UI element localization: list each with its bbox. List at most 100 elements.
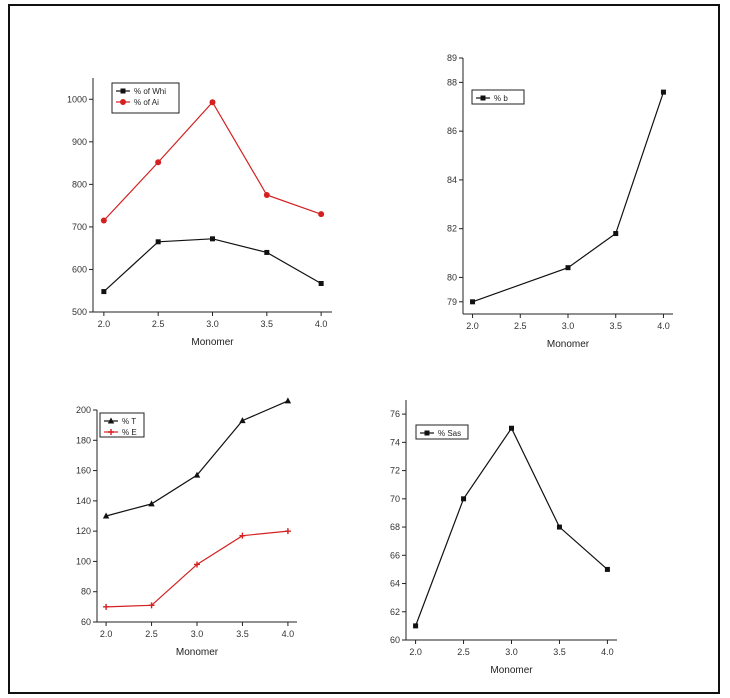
x-tick-label: 2.5: [457, 647, 470, 657]
data-point: [470, 299, 476, 305]
y-tick-label: 84: [447, 175, 457, 185]
y-tick-label: 120: [76, 526, 91, 536]
y-tick-label: 180: [76, 435, 91, 445]
x-tick-label: 3.0: [562, 321, 575, 331]
data-point: [660, 89, 666, 95]
x-tick-label: 3.0: [505, 647, 518, 657]
y-tick-label: 86: [447, 126, 457, 136]
data-point: [413, 623, 419, 629]
y-tick-label: 900: [72, 137, 87, 147]
y-tick-label: 600: [72, 264, 87, 274]
legend-label: % T: [122, 417, 136, 426]
data-point: [193, 471, 201, 478]
y-tick-label: 80: [81, 587, 91, 597]
y-tick-label: 79: [447, 297, 457, 307]
y-tick-label: 88: [447, 77, 457, 87]
series-line-1: [472, 91, 665, 303]
data-point: [103, 603, 110, 610]
x-tick-label: 2.0: [98, 319, 111, 329]
x-tick-label: 2.5: [152, 319, 165, 329]
x-tick-label: 4.0: [315, 319, 328, 329]
data-point: [148, 602, 155, 609]
series-line-2: [106, 530, 288, 608]
data-point: [318, 280, 324, 286]
x-tick-label: 3.5: [261, 319, 274, 329]
y-tick-label: 72: [390, 466, 400, 476]
x-tick-label: 2.0: [466, 321, 479, 331]
y-tick-label: 500: [72, 307, 87, 317]
figure-frame: [8, 4, 720, 694]
y-tick-label: 89: [447, 53, 457, 63]
data-point: [239, 532, 246, 539]
legend-marker: [424, 430, 430, 436]
data-point: [100, 217, 107, 224]
y-tick-label: 200: [76, 405, 91, 415]
legend-marker: [107, 417, 115, 424]
data-point: [318, 211, 325, 218]
y-tick-label: 800: [72, 179, 87, 189]
y-tick-label: 68: [390, 522, 400, 532]
chart-panel-1: 2.0 2.5 3.0 3.5 4.0 500 600 700 800 900 1000 Monome…: [67, 78, 332, 348]
data-point: [604, 566, 610, 572]
legend-label: % of Whi: [134, 87, 166, 96]
legend-marker: [120, 88, 126, 94]
legend: [99, 412, 145, 438]
x-tick-label: 2.0: [409, 647, 422, 657]
data-point: [284, 528, 291, 535]
x-tick-label: 2.0: [100, 629, 113, 639]
y-tick-label: 70: [390, 494, 400, 504]
data-point: [194, 561, 200, 568]
y-tick-label: 62: [390, 607, 400, 617]
legend-marker: [120, 99, 126, 105]
y-tick-label: 100: [76, 556, 91, 566]
y-tick-label: 60: [81, 617, 91, 627]
data-point: [209, 99, 216, 106]
data-point: [101, 289, 107, 295]
legend-label: % E: [122, 428, 137, 437]
y-tick-label: 140: [76, 496, 91, 506]
data-point: [239, 417, 246, 424]
legend: [111, 82, 180, 114]
x-tick-label: 3.5: [236, 629, 249, 639]
legend-label: % Sas: [438, 429, 461, 438]
y-tick-label: 60: [390, 635, 400, 645]
series-line-2: [103, 101, 322, 221]
legend-marker: [108, 429, 114, 435]
legend-label: % b: [494, 94, 508, 103]
series-line-1: [415, 427, 608, 627]
data-point: [210, 236, 215, 242]
x-tick-label: 3.0: [191, 629, 204, 639]
x-axis-title: Monomer: [490, 665, 533, 676]
x-tick-label: 3.5: [609, 321, 622, 331]
y-tick-label: 74: [390, 437, 400, 447]
y-tick-label: 76: [390, 409, 400, 419]
x-tick-label: 2.5: [145, 629, 158, 639]
x-axis-title: Monomer: [191, 337, 234, 348]
data-point: [461, 496, 467, 502]
data-point: [613, 231, 619, 237]
series-line-1: [103, 238, 322, 293]
x-tick-label: 3.5: [553, 647, 566, 657]
data-point: [264, 249, 270, 255]
x-tick-label: 4.0: [601, 647, 614, 657]
chart-panel-4: 2.0 2.5 3.0 3.5 4.0 60 62 64 66 68 70 72 74 76 Monomer…: [390, 400, 617, 676]
data-point: [155, 159, 162, 166]
y-tick-label: 82: [447, 224, 457, 234]
y-tick-label: 64: [390, 579, 400, 589]
y-tick-label: 1000: [67, 94, 87, 104]
data-point: [556, 524, 562, 530]
y-tick-label: 80: [447, 272, 457, 282]
x-tick-label: 4.0: [282, 629, 295, 639]
data-point: [565, 265, 571, 271]
y-tick-label: 160: [76, 466, 91, 476]
x-axis-title: Monomer: [176, 647, 219, 658]
data-point: [263, 192, 270, 198]
data-point: [155, 239, 161, 245]
chart-panel-3: 2.0 2.5 3.0 3.5 4.0 60 80 100 120 140 160 180 200 Mon…: [76, 397, 297, 658]
x-tick-label: 3.0: [206, 319, 219, 329]
x-axis-title: Monomer: [547, 339, 590, 350]
x-tick-label: 2.5: [514, 321, 527, 331]
data-point: [284, 397, 292, 404]
y-tick-label: 700: [72, 222, 87, 232]
